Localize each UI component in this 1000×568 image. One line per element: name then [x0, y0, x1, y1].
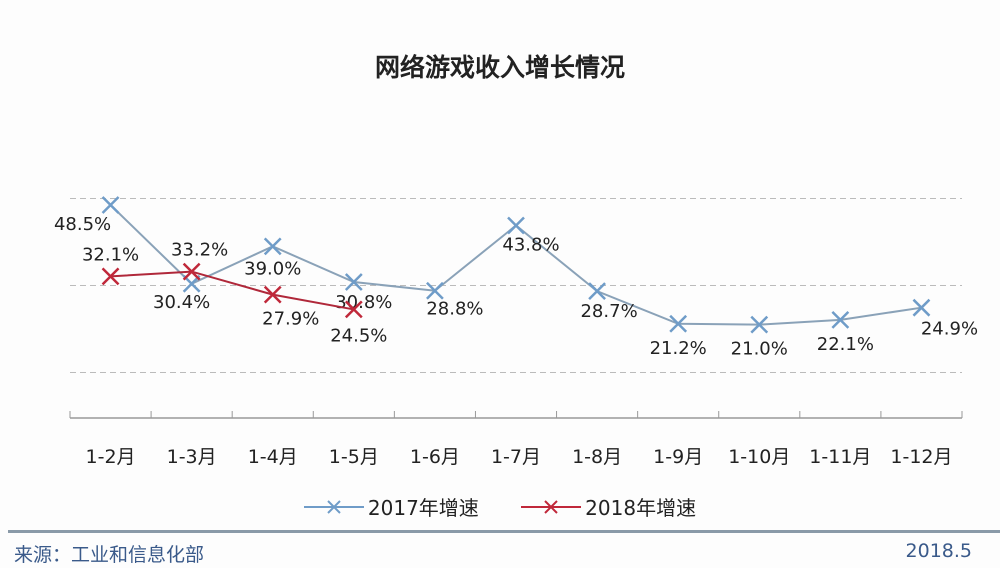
data-label: 43.8%	[502, 234, 559, 255]
data-label: 30.8%	[335, 292, 392, 313]
data-label: 21.2%	[650, 338, 707, 359]
x-tick-label: 1-9月	[653, 446, 703, 468]
series-line	[109, 204, 922, 326]
data-point	[101, 196, 120, 214]
data-point	[831, 310, 850, 329]
chart-title: 网络游戏收入增长情况	[374, 53, 625, 82]
data-point	[263, 237, 282, 256]
data-label: 48.5%	[54, 214, 111, 235]
legend-label: 2017年增速	[367, 496, 479, 520]
legend: 2017年增速 2018年增速	[0, 492, 1000, 522]
x-tick-label: 1-4月	[248, 446, 298, 468]
data-label: 27.9%	[262, 309, 319, 330]
data-point	[182, 262, 201, 281]
source-note: 来源：工业和信息化部	[14, 544, 205, 566]
data-label: 21.0%	[731, 339, 788, 360]
x-tick-label: 1-10月	[728, 446, 790, 468]
data-label: 32.1%	[82, 244, 139, 265]
x-tick-label: 1-7月	[491, 446, 541, 468]
data-label: 33.2%	[171, 240, 228, 261]
data-label: 22.1%	[817, 334, 874, 355]
data-label: 24.9%	[921, 319, 978, 340]
legend-item-2018: 2018年增速	[521, 492, 696, 521]
data-point	[344, 273, 363, 291]
data-label: 28.7%	[580, 301, 637, 322]
divider	[8, 530, 1000, 533]
data-label: 39.0%	[244, 258, 301, 279]
data-point	[750, 315, 769, 334]
data-point	[344, 300, 363, 319]
data-point	[101, 267, 120, 286]
data-point	[263, 285, 282, 304]
legend-label: 2018年增速	[585, 496, 697, 520]
data-point	[912, 298, 931, 317]
x-tick-label: 1-3月	[167, 446, 217, 468]
data-point	[588, 282, 606, 301]
data-label: 24.5%	[330, 325, 387, 346]
x-tick-label: 1-6月	[410, 446, 460, 468]
legend-item-2017: 2017年增速	[303, 492, 479, 521]
x-tick-label: 1-2月	[86, 446, 136, 468]
x-tick-label: 1-8月	[572, 446, 622, 468]
data-point	[669, 314, 688, 333]
x-tick-label: 1-5月	[329, 446, 379, 468]
data-point	[507, 216, 525, 235]
x-tick-label: 1-12月	[890, 446, 952, 468]
data-label: 28.8%	[426, 299, 483, 320]
series-line	[110, 270, 354, 311]
plot-area: 1-2月 1-3月 1-4月 1-5月 1-6月 1-7月 1-8月 1-9月 1-10月 1-1…	[54, 196, 978, 468]
x-tick-label: 1-11月	[809, 446, 871, 468]
data-label: 30.4%	[153, 292, 210, 313]
date-note: 2018.5	[905, 540, 972, 562]
data-point	[426, 281, 444, 300]
